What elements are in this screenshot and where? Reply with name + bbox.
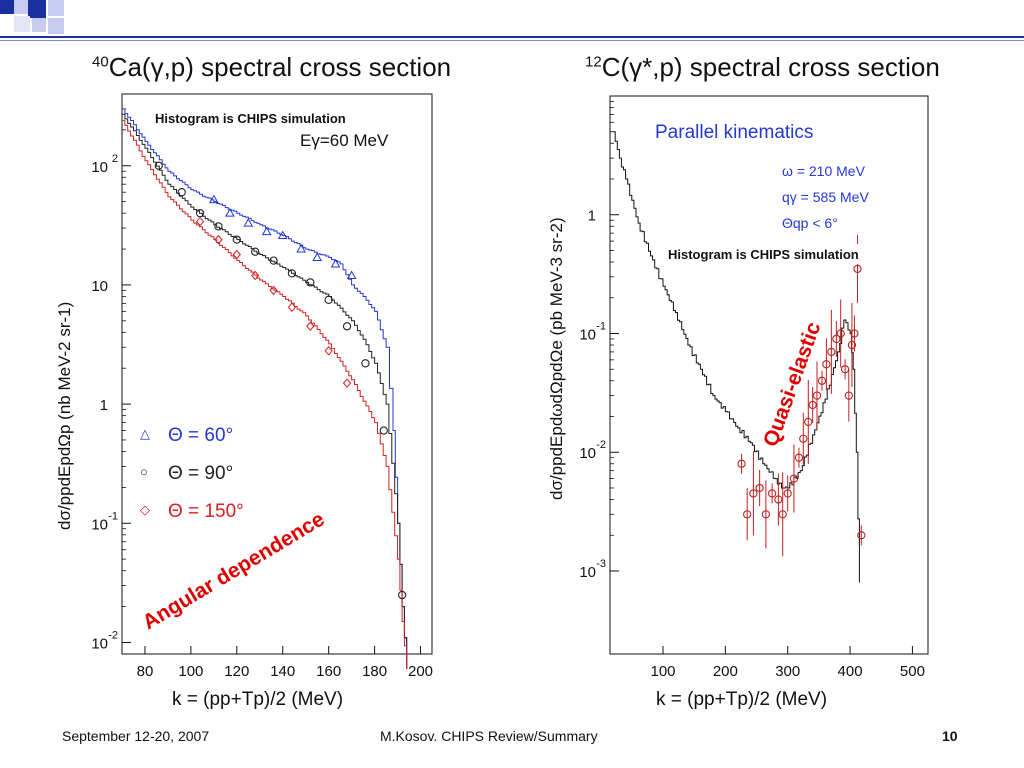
right-title-isotope: 12 (585, 53, 602, 71)
left-data-point (251, 247, 260, 256)
left-data-point (312, 252, 323, 261)
left-x-tick-label: 160 (316, 663, 341, 680)
left-data-point (251, 270, 260, 281)
left-data-point (243, 218, 254, 227)
left-y-tick-exponent: 2 (112, 153, 118, 165)
left-data-point (269, 285, 278, 296)
left-title-isotope: 40 (92, 53, 109, 71)
left-data-point (306, 321, 315, 332)
left-data-point (225, 208, 235, 217)
left-data-point (379, 426, 388, 435)
left-y-tick-exponent: -1 (108, 510, 118, 522)
left-plot-frame (121, 93, 433, 655)
left-data-point (214, 222, 223, 231)
decor-square (48, 18, 64, 34)
left-data-point (269, 256, 278, 265)
decor-square (32, 18, 46, 32)
left-data-point (330, 258, 341, 268)
legend-label: Θ = 60° (168, 425, 233, 446)
decor-square (14, 0, 28, 14)
left-data-point (177, 188, 186, 197)
left-chart-title: 40Ca(γ,p) spectral cross section (92, 52, 451, 83)
left-series-line (122, 113, 408, 669)
left-y-tick-label: 1 (100, 397, 108, 414)
left-data-point (277, 230, 288, 239)
left-x-tick-label: 180 (362, 663, 387, 680)
header-rule-thin (0, 40, 1024, 41)
left-data-point (232, 235, 241, 244)
legend-label: Θ = 150° (168, 501, 244, 522)
left-x-tick-label: 200 (408, 663, 433, 680)
left-x-tick-label: 80 (137, 663, 154, 680)
right-chart-title: 12C(γ*,p) spectral cross section (585, 52, 940, 83)
decor-square (48, 0, 64, 16)
left-y-tick-exponent: -2 (108, 629, 118, 641)
left-data-point (287, 302, 297, 312)
right-title-text: C(γ*,p) spectral cross section (601, 52, 940, 82)
left-data-point (324, 295, 333, 304)
left-data-point (261, 226, 272, 236)
left-data-point (342, 378, 352, 388)
left-data-point (296, 244, 306, 253)
left-data-point (361, 359, 370, 368)
left-y-label: dσ/ppdEpdΩp (nb MeV-2 sr-1) (55, 302, 74, 530)
left-y-tick-label: 10 (91, 278, 108, 295)
left-note: Histogram is CHIPS simulation (155, 111, 346, 126)
left-y-tick-label: 10 (91, 516, 108, 533)
footer-date: September 12-20, 2007 (62, 728, 210, 744)
header-rule (0, 36, 1024, 38)
legend-marker-icon: ○ (140, 464, 148, 479)
left-data-point (214, 234, 223, 245)
decor-square (0, 0, 14, 14)
left-series-line (122, 108, 408, 669)
left-title-text: Ca(γ,p) spectral cross section (108, 52, 452, 82)
left-x-tick-label: 120 (224, 663, 249, 680)
decor-square (28, 0, 46, 18)
left-data-point (154, 161, 163, 170)
left-x-tick-label: 100 (178, 663, 203, 680)
left-data-point (306, 278, 315, 287)
footer-page-number: 10 (942, 728, 958, 744)
legend-label: Θ = 90° (168, 463, 233, 484)
left-data-point (195, 216, 205, 227)
footer-author: M.Kosov. CHIPS Review/Summary (380, 728, 598, 744)
legend-marker-icon: ◇ (140, 502, 150, 517)
left-series-line (122, 119, 408, 669)
left-annotation: Angular dependence (139, 508, 329, 635)
left-data-point (195, 209, 205, 218)
left-x-label: k = (pp+Tp)/2 (MeV) (172, 689, 343, 710)
left-data-point (397, 590, 407, 600)
legend-marker-icon: △ (140, 426, 150, 441)
left-energy: Eγ=60 MeV (300, 131, 389, 150)
left-data-point (346, 270, 357, 279)
left-data-point (324, 346, 333, 356)
left-x-tick-label: 140 (270, 663, 295, 680)
left-data-point (208, 194, 219, 204)
decor-square (14, 16, 30, 32)
left-data-point (342, 322, 352, 331)
left-data-point (232, 249, 241, 260)
left-data-point (287, 269, 297, 278)
left-y-tick-label: 10 (91, 159, 108, 176)
left-y-tick-label: 10 (91, 635, 108, 652)
